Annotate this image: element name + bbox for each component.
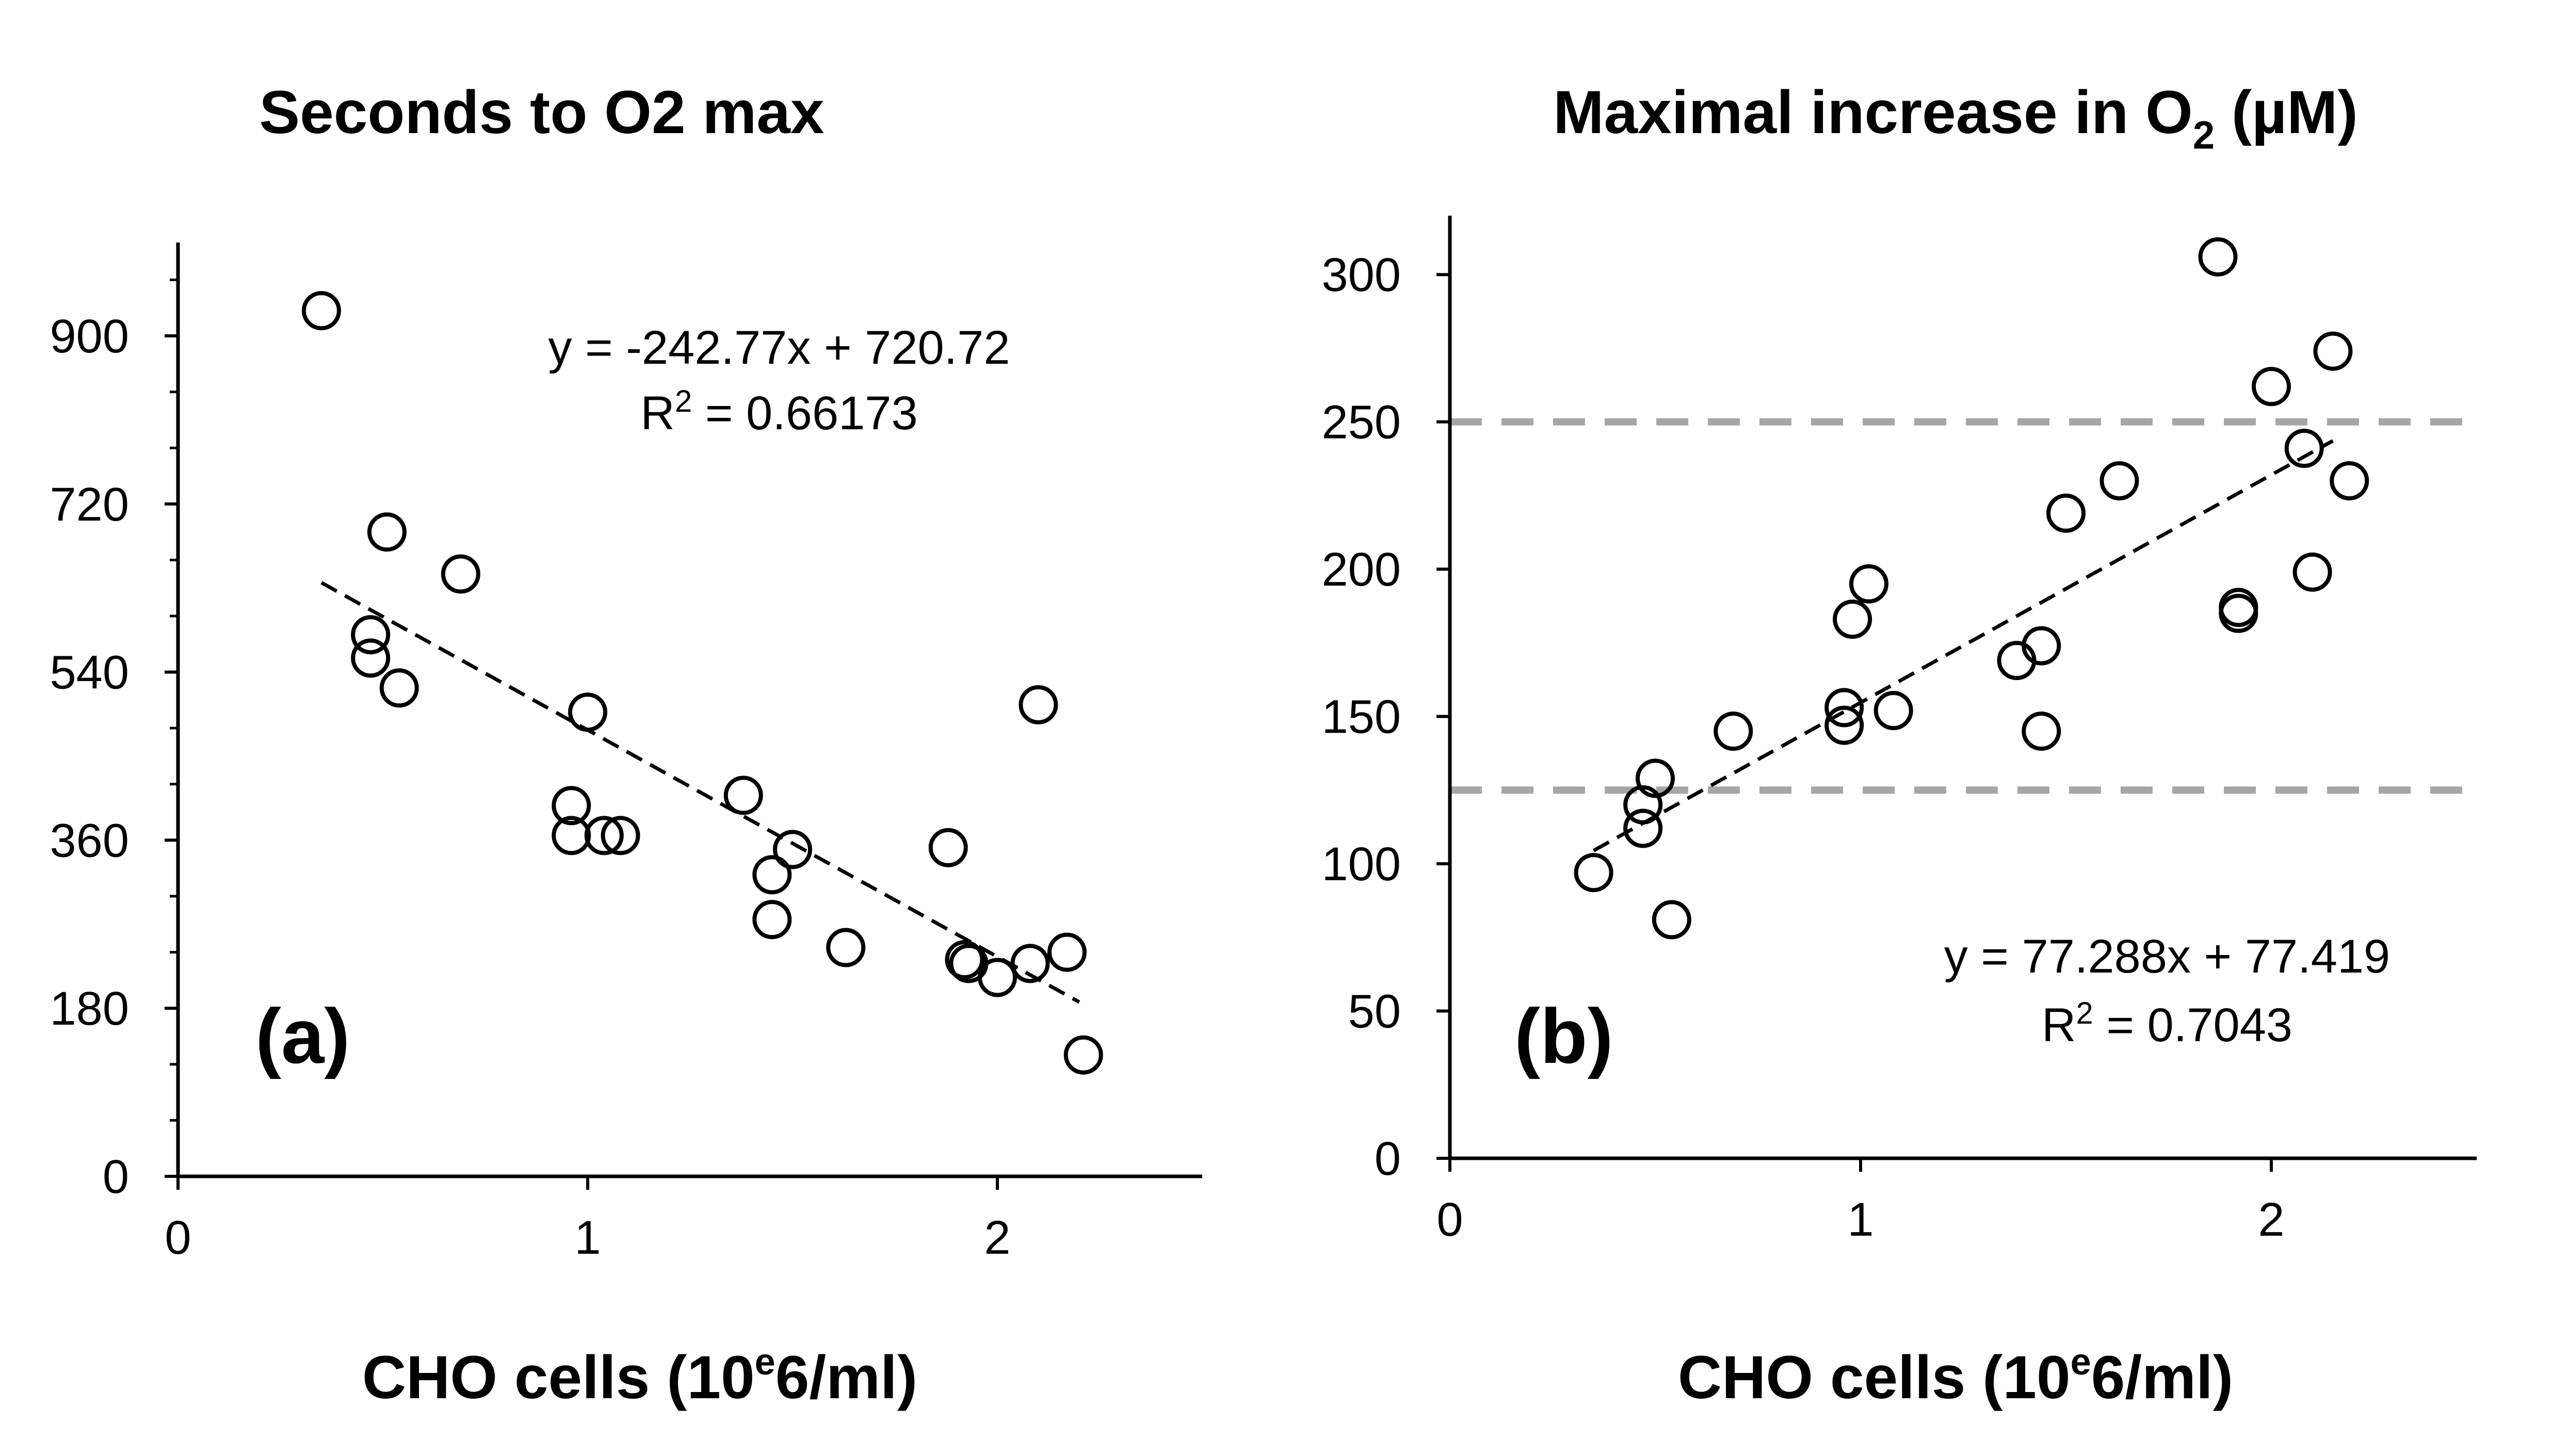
chart-b-y-tick-label-200: 200 <box>1322 543 1401 596</box>
chart-b-x-label-start: CHO cells (10 <box>1678 1344 2071 1412</box>
chart-a-data-point <box>301 291 341 331</box>
chart-b-title: Maximal increase in O2 (µM) <box>1553 78 2358 157</box>
chart-a-x-tick-label-0: 0 <box>165 1211 191 1264</box>
chart-b-r2-value: = 0.7043 <box>2093 999 2292 1051</box>
chart-a-r2-exponent: 2 <box>675 384 692 418</box>
chart-b-r2-symbol: R <box>2042 999 2076 1051</box>
chart-b-r2-exponent: 2 <box>2076 996 2093 1030</box>
chart-b-trend-line <box>1592 439 2334 852</box>
chart-a-data-point <box>752 900 792 940</box>
chart-b-x-label-superscript: e <box>2071 1341 2091 1383</box>
chart-b-y-tick-label-50: 50 <box>1348 985 1401 1038</box>
chart-a-x-label-end: 6/ml) <box>776 1344 917 1412</box>
chart-a-data-point <box>723 775 763 815</box>
chart-b-data-point <box>2292 552 2332 592</box>
chart-a-x-label-superscript: e <box>755 1341 776 1383</box>
chart-b-y-tick-label-100: 100 <box>1322 838 1401 891</box>
chart-b-data-point <box>1824 705 1864 745</box>
chart-a-data-point <box>1010 944 1050 983</box>
chart-a-data-point <box>978 958 1017 997</box>
chart-a-data-point <box>1063 1035 1103 1075</box>
chart-b-data-point <box>1714 711 1753 751</box>
chart-a-y-tick-label-900: 900 <box>50 310 130 363</box>
chart-b-title-end: (µM) <box>2215 78 2358 147</box>
chart-b-x-tick-label-2: 2 <box>2258 1193 2284 1246</box>
chart-b-data-point <box>2284 429 2324 468</box>
chart-a-r2-value: = 0.66173 <box>692 387 917 440</box>
chart-a-data-point <box>945 940 984 980</box>
chart-a-trend-line <box>320 581 1080 1004</box>
chart-a-panel-label: (a) <box>255 993 350 1079</box>
chart-a-data-point <box>379 668 419 708</box>
chart-a-r2-symbol: R <box>640 387 674 440</box>
chart-seconds-to-o2-max: Seconds to O2 max y = -242.77x + 720.72 … <box>50 78 1202 1412</box>
chart-a-data-point <box>351 638 391 678</box>
chart-a-y-tick-label-540: 540 <box>50 646 130 699</box>
chart-b-panel-label: (b) <box>1514 993 1613 1079</box>
chart-a-y-tick-label-180: 180 <box>50 982 130 1035</box>
chart-a-equation: y = -242.77x + 720.72 <box>548 321 1010 374</box>
chart-b-data-point <box>2252 367 2291 407</box>
chart-a-data-point <box>441 554 480 594</box>
chart-a-data-point <box>601 816 640 855</box>
chart-a-data-point <box>351 615 391 655</box>
chart-b-x-tick-label-0: 0 <box>1436 1193 1463 1246</box>
chart-a-data-point <box>584 816 624 855</box>
chart-b-r-squared: R2 = 0.7043 <box>2042 996 2292 1051</box>
chart-a-data-point <box>552 816 591 855</box>
chart-a-x-axis-label: CHO cells (10e6/ml) <box>362 1341 917 1412</box>
chart-b-y-tick-label-0: 0 <box>1375 1133 1401 1185</box>
chart-a-data-point <box>367 512 407 552</box>
chart-b-y-tick-label-150: 150 <box>1322 691 1401 743</box>
chart-b-title-start: Maximal increase in O <box>1553 78 2193 147</box>
chart-a-data-point <box>826 928 866 967</box>
chart-b-data-point <box>2099 461 2139 500</box>
chart-b-data-point <box>1824 688 1864 727</box>
chart-b-data-point <box>2313 331 2353 371</box>
chart-b-data-point <box>1652 900 1691 940</box>
chart-b-data-point <box>1623 808 1663 848</box>
chart-a-data-point <box>1047 932 1087 972</box>
chart-b-data-point <box>2022 711 2061 751</box>
chart-maximal-increase-in-o2: Maximal increase in O2 (µM) y = 77.288x … <box>1322 78 2477 1412</box>
chart-a-data-point <box>773 830 812 869</box>
chart-b-data-point <box>2198 237 2238 277</box>
chart-a-data-point <box>552 786 591 826</box>
chart-b-data-point <box>1849 564 1888 604</box>
chart-b-x-tick-label-1: 1 <box>1847 1193 1873 1246</box>
chart-b-data-point <box>1833 600 1872 639</box>
chart-b-data-point <box>2022 626 2061 666</box>
chart-b-y-tick-label-300: 300 <box>1322 249 1401 301</box>
chart-a-y-tick-label-720: 720 <box>50 478 130 531</box>
chart-a-y-tick-label-0: 0 <box>103 1151 129 1203</box>
chart-b-x-label-end: 6/ml) <box>2091 1344 2233 1412</box>
chart-b-y-tick-label-250: 250 <box>1322 396 1401 449</box>
chart-a-title: Seconds to O2 max <box>259 78 824 147</box>
chart-b-data-point <box>2330 461 2369 500</box>
chart-b-data-point <box>2046 493 2086 533</box>
chart-a-y-tick-label-360: 360 <box>50 814 130 867</box>
chart-a-data-point <box>568 692 607 732</box>
chart-a-data-point <box>928 828 968 867</box>
chart-b-x-axis-label: CHO cells (10e6/ml) <box>1678 1341 2233 1412</box>
chart-a-data-point <box>752 855 792 895</box>
chart-a-x-tick-label-1: 1 <box>574 1211 601 1264</box>
chart-b-data-point <box>1623 785 1663 824</box>
chart-b-equation: y = 77.288x + 77.419 <box>1944 930 2390 983</box>
chart-b-data-point <box>2219 593 2258 633</box>
chart-a-x-label-start: CHO cells (10 <box>362 1344 755 1412</box>
chart-b-title-subscript: 2 <box>2193 114 2215 157</box>
chart-b-data-point <box>1574 853 1613 893</box>
chart-a-r-squared: R2 = 0.66173 <box>640 384 917 440</box>
chart-b-data-point <box>1636 758 1675 798</box>
chart-b-data-point <box>1873 691 1913 731</box>
chart-a-x-tick-label-2: 2 <box>984 1211 1010 1264</box>
chart-a-data-point <box>1019 685 1058 724</box>
